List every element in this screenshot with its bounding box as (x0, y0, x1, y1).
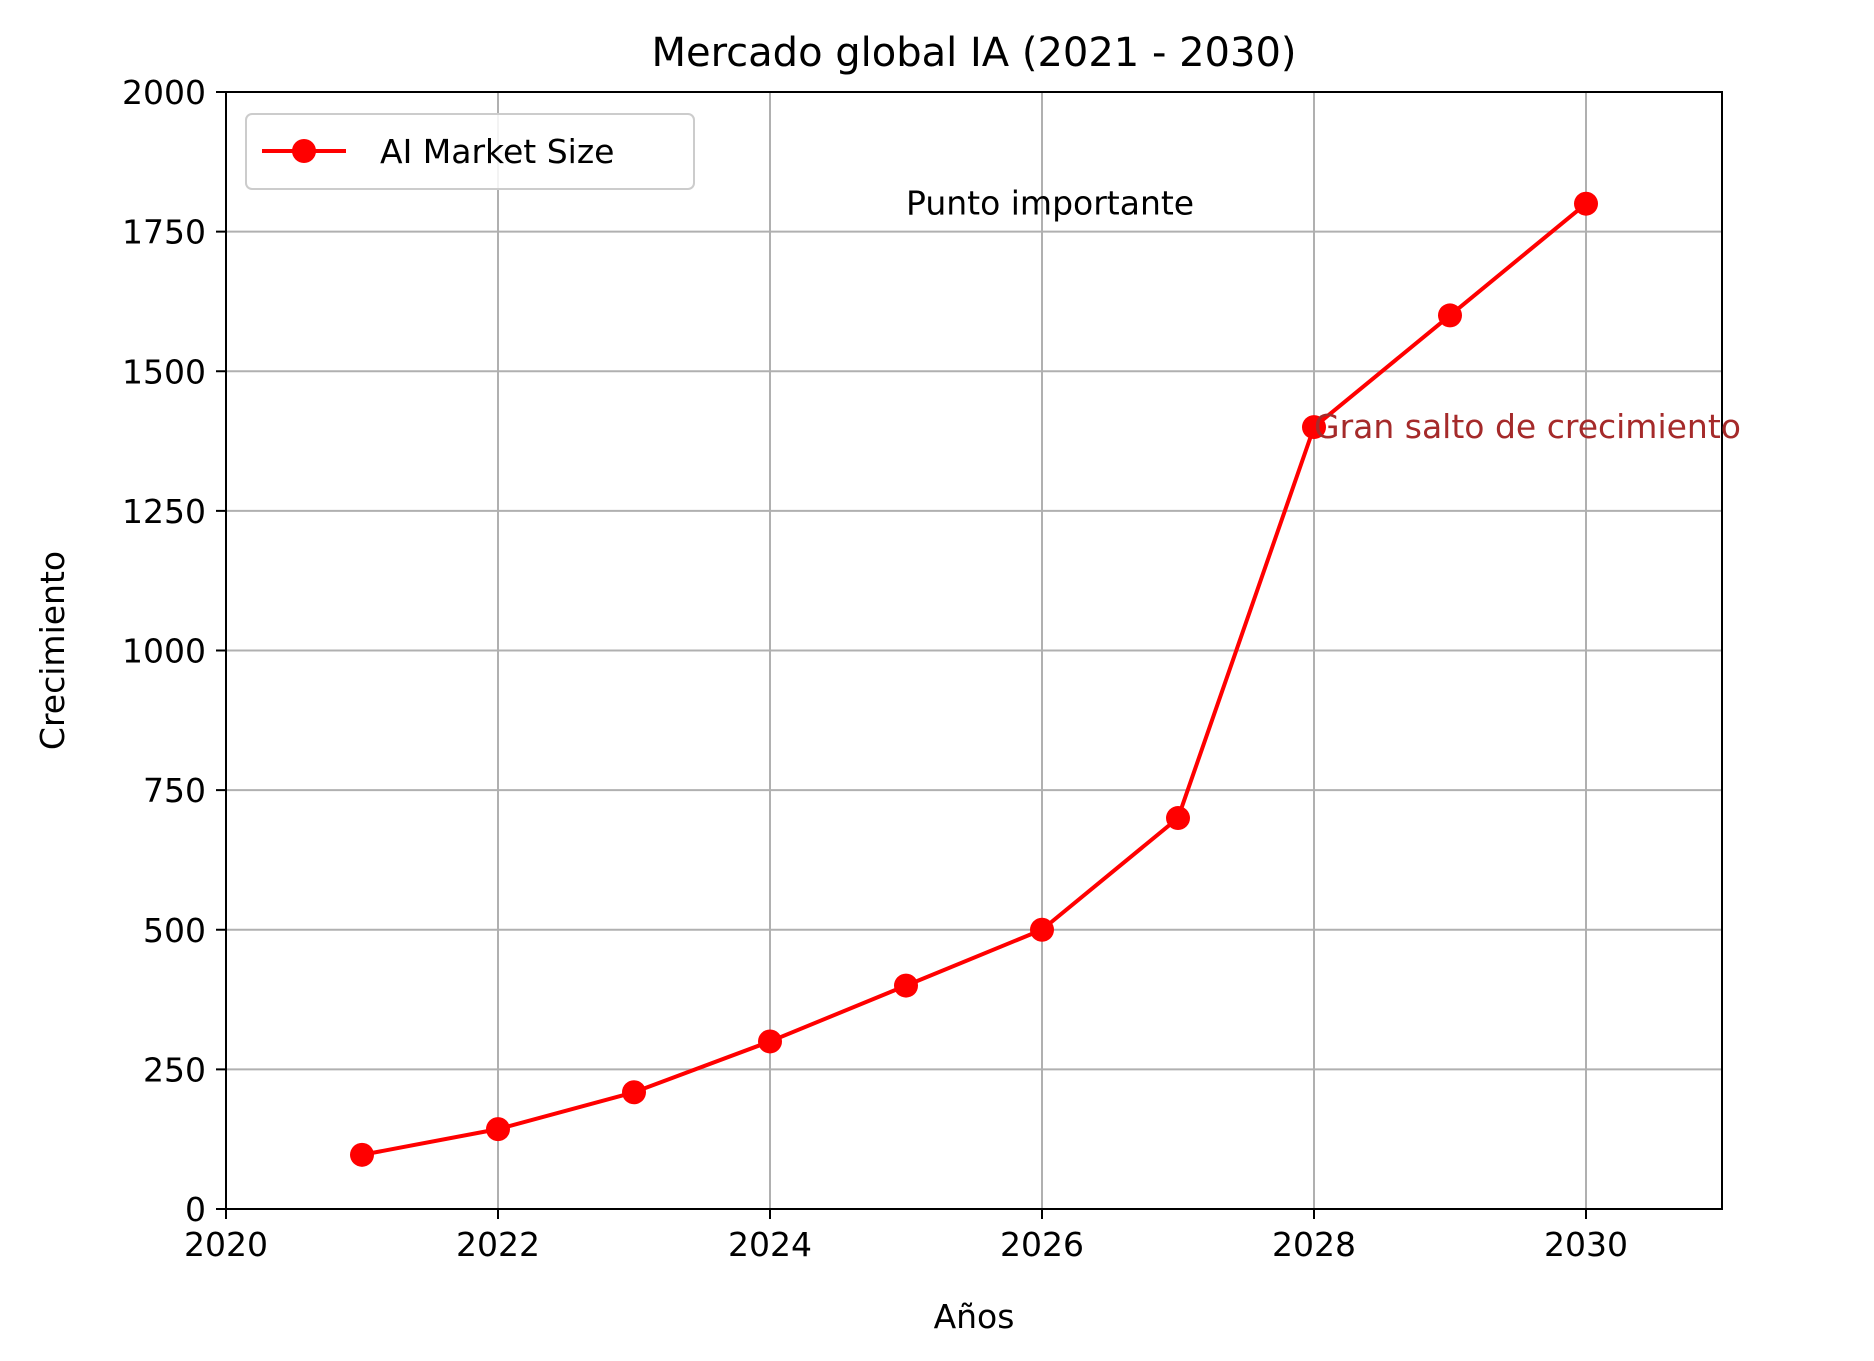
y-tick-label: 0 (185, 1190, 206, 1229)
series-layer (350, 191, 1598, 1167)
y-tick-label: 1000 (122, 632, 206, 671)
y-tick-label: 1750 (122, 213, 206, 252)
y-tick-label: 2000 (122, 73, 206, 112)
x-tick-label: 2022 (456, 1225, 540, 1264)
x-axis-label: Años (934, 1297, 1015, 1336)
annotation-text: Gran salto de crecimiento (1314, 407, 1741, 446)
legend-box (245, 113, 695, 190)
data-point (894, 973, 918, 998)
x-tick-label: 2020 (184, 1225, 268, 1264)
y-tick-label: 500 (143, 911, 206, 950)
data-point (1302, 415, 1326, 440)
data-point (1030, 917, 1054, 942)
y-tick-label: 1500 (122, 352, 206, 391)
series-line (361, 202, 1588, 1157)
legend-marker (292, 139, 316, 163)
data-point (1438, 303, 1462, 328)
x-tick-label: 2026 (1000, 1225, 1084, 1264)
y-tick-label: 750 (143, 771, 206, 810)
annotation-text: Punto importante (906, 184, 1194, 223)
y-tick-label: 250 (143, 1050, 206, 1089)
legend-entry-ai-market-size: AI Market Size (380, 132, 614, 171)
x-tick-label: 2024 (728, 1225, 812, 1264)
data-point (758, 1029, 782, 1054)
y-tick-label: 1250 (122, 492, 206, 531)
y-axis-label: Crecimiento (33, 551, 72, 750)
data-point (350, 1142, 374, 1167)
axis-ticks: 2020 2022 2024 2026 2028 2030 0 250 500 750 1000 12… (122, 73, 1628, 1264)
data-point (1166, 806, 1190, 831)
x-tick-label: 2028 (1272, 1225, 1356, 1264)
legend: AI Market Size (245, 113, 695, 190)
chart-title: Mercado global IA (2021 - 2030) (651, 30, 1296, 76)
data-point (1574, 191, 1598, 216)
data-point (622, 1080, 646, 1105)
data-point (486, 1117, 510, 1142)
x-tick-label: 2030 (1544, 1225, 1628, 1264)
annotations: Punto importante Gran salto de crecimient… (906, 184, 1741, 446)
